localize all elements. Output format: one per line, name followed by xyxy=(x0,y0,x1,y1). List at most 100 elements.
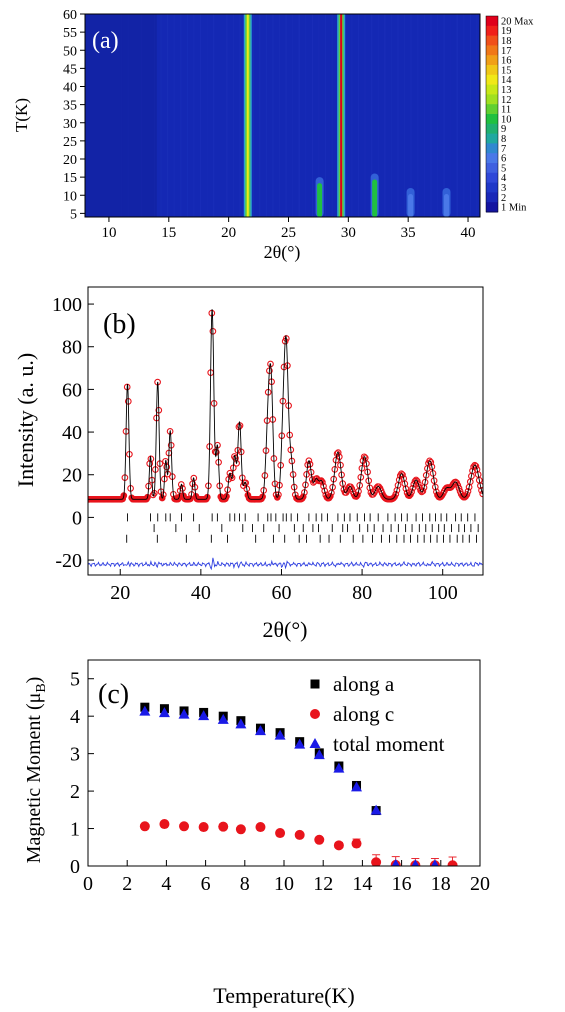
colorbar-swatch xyxy=(486,202,498,213)
y-tick-label: 0 xyxy=(72,507,82,529)
observed-point xyxy=(464,488,472,495)
y-tick-label: -20 xyxy=(55,550,82,572)
observed-point xyxy=(305,457,313,465)
x-tick-label: 30 xyxy=(341,225,356,241)
colorbar-swatch xyxy=(486,172,498,184)
colorbar-swatch xyxy=(486,55,498,66)
series-total-moment xyxy=(139,705,439,866)
observed-point xyxy=(469,467,476,475)
heatmap-texture xyxy=(206,14,208,217)
colorbar-swatch xyxy=(486,114,498,125)
heatmap-texture xyxy=(331,14,333,217)
heatmap-line-core xyxy=(340,14,343,217)
marker-triangle xyxy=(309,738,321,748)
observed-point xyxy=(472,462,480,470)
observed-point xyxy=(360,453,368,461)
heatmap-texture xyxy=(351,14,353,217)
heatmap-texture xyxy=(305,14,307,217)
colorbar-swatch xyxy=(486,143,498,154)
observed-point xyxy=(409,484,417,492)
heatmap-texture xyxy=(443,14,445,217)
y-tick-label: 5 xyxy=(70,207,77,222)
panel-c-xlabel: Temperature(K) xyxy=(213,983,354,1008)
observed-point xyxy=(477,482,483,490)
heatmap-texture xyxy=(436,14,439,217)
observed-point xyxy=(355,488,362,495)
marker-circle xyxy=(447,860,458,866)
heatmap-texture xyxy=(371,14,373,217)
heatmap-lowT-peak xyxy=(317,183,323,217)
colorbar-label: 13 xyxy=(501,85,512,96)
y-tick-label: 40 xyxy=(63,81,77,96)
observed-point xyxy=(463,491,471,498)
heatmap-texture xyxy=(173,14,175,217)
x-tick-label: 0 xyxy=(83,873,93,895)
marker-circle xyxy=(139,821,150,832)
heatmap-texture xyxy=(285,14,287,217)
heatmap-texture xyxy=(450,14,452,217)
legend: along a along c total moment xyxy=(309,672,445,756)
heatmap-texture xyxy=(384,14,386,217)
colorbar-swatch xyxy=(486,25,498,37)
colorbar-label: 5 xyxy=(501,163,506,174)
colorbar-label: 16 xyxy=(501,56,512,67)
marker-triangle xyxy=(274,729,286,740)
x-tick-label: 6 xyxy=(201,873,211,895)
marker-triangle xyxy=(139,705,151,716)
observed-point xyxy=(190,474,198,482)
colorbar-swatch xyxy=(486,45,498,56)
series-along-c xyxy=(139,819,458,866)
x-tick-label: 20 xyxy=(470,873,490,895)
heatmap-texture xyxy=(417,14,419,217)
heatmap-texture xyxy=(364,14,366,217)
marker-triangle xyxy=(158,707,170,718)
observed-point xyxy=(426,457,433,465)
heatmap-lowT-peak xyxy=(408,194,414,217)
marker-circle xyxy=(333,840,344,851)
observed-point xyxy=(454,481,462,489)
y-tick-label: 45 xyxy=(63,62,77,77)
calculated-profile xyxy=(88,309,483,500)
heatmap-texture xyxy=(463,14,465,217)
observed-point xyxy=(227,472,235,480)
marker-circle xyxy=(198,822,209,833)
colorbar-swatch xyxy=(486,35,498,46)
legend-label: along c xyxy=(333,702,394,726)
colorbar-label: 20 Max xyxy=(501,16,534,27)
observed-point xyxy=(177,481,185,488)
colorbar-label: 7 xyxy=(501,144,506,155)
panel-b-xlabel: 2θ(°) xyxy=(263,617,308,642)
heatmap-texture xyxy=(166,14,169,217)
heatmap-texture xyxy=(180,14,182,217)
x-tick-label: 35 xyxy=(401,225,416,241)
observed-point xyxy=(395,476,403,484)
heatmap-texture xyxy=(390,14,393,217)
heatmap-texture xyxy=(344,14,346,217)
legend-label: total moment xyxy=(333,732,445,756)
heatmap-texture xyxy=(318,14,320,217)
marker-triangle xyxy=(178,708,190,719)
colorbar-swatch xyxy=(486,104,498,115)
observed-point xyxy=(419,487,427,495)
observed-point xyxy=(478,487,483,494)
panel-a-xlabel: 2θ(°) xyxy=(264,242,301,263)
colorbar-label: 11 xyxy=(501,105,511,116)
colorbar-swatch xyxy=(486,94,498,105)
colorbar-label: 14 xyxy=(501,75,512,86)
marker-circle xyxy=(275,828,286,839)
heatmap-texture xyxy=(430,14,432,217)
marker-triangle xyxy=(235,718,247,729)
observed-point xyxy=(414,480,422,488)
colorbar-label: 1 Min xyxy=(501,203,527,214)
heatmap-texture xyxy=(311,14,314,217)
colorbar-label: 12 xyxy=(501,95,512,106)
heatmap-frame xyxy=(84,13,481,218)
heatmap-texture xyxy=(403,14,406,217)
heatmap-texture xyxy=(476,14,478,217)
marker-triangle xyxy=(391,858,400,866)
marker-triangle xyxy=(217,713,229,724)
y-tick-label: 35 xyxy=(63,99,77,114)
observed-point xyxy=(366,484,374,492)
